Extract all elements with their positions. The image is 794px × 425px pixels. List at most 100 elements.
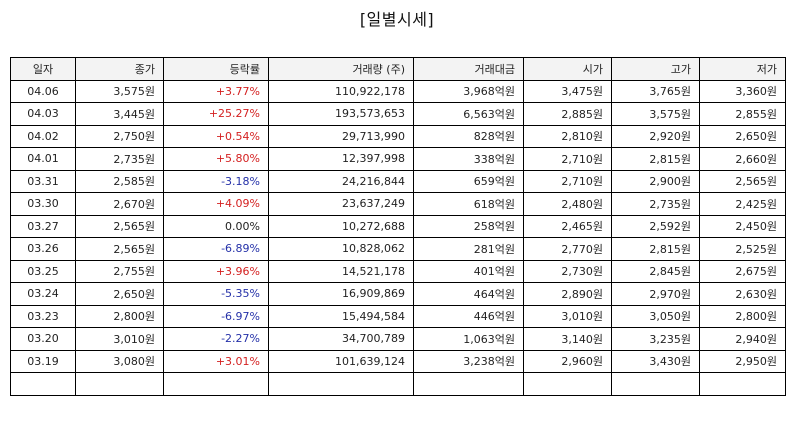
cell-open: 2,480원 — [523, 192, 612, 216]
table-row: 03.26 2,565원 -6.89% 10,828,062 281억원 2,770원 2,… — [10, 237, 786, 261]
cell-close: 2,585원 — [75, 169, 164, 193]
cell-date: 03.31 — [10, 169, 76, 193]
cell-high: 2,815원 — [611, 237, 700, 261]
cell-amount: 401억원 — [413, 259, 524, 283]
cell-volume: 10,828,062 — [268, 237, 414, 261]
cell-change: +25.27% — [163, 102, 269, 126]
cell-change: +4.09% — [163, 192, 269, 216]
cell-close: 3,080원 — [75, 349, 164, 373]
cell-close: 2,750원 — [75, 124, 164, 148]
cell-amount: 464억원 — [413, 282, 524, 306]
cell-close — [75, 372, 164, 396]
cell-volume: 193,573,653 — [268, 102, 414, 126]
cell-high: 3,575원 — [611, 102, 700, 126]
column-header-change: 등락률 — [163, 57, 269, 81]
column-header-amount: 거래대금 — [413, 57, 524, 81]
table-header-row: 일자 종가 등락률 거래량 (주) 거래대금 시가 고가 저가 — [10, 57, 786, 81]
cell-amount: 659억원 — [413, 169, 524, 193]
table-row: 03.25 2,755원 +3.96% 14,521,178 401억원 2,730원 2,… — [10, 259, 786, 283]
cell-volume: 101,639,124 — [268, 349, 414, 373]
column-header-close: 종가 — [75, 57, 164, 81]
table-row: 03.20 3,010원 -2.27% 34,700,789 1,063억원 3,140원… — [10, 327, 786, 351]
cell-high: 3,765원 — [611, 79, 700, 103]
column-header-low: 저가 — [699, 57, 786, 81]
cell-volume: 16,909,869 — [268, 282, 414, 306]
table-row: 03.24 2,650원 -5.35% 16,909,869 464억원 2,890원 2,… — [10, 282, 786, 306]
table-row: 04.01 2,735원 +5.80% 12,397,998 338억원 2,710원 2,… — [10, 147, 786, 171]
cell-change: +3.96% — [163, 259, 269, 283]
cell-change: -5.35% — [163, 282, 269, 306]
cell-date: 03.19 — [10, 349, 76, 373]
cell-open: 2,465원 — [523, 214, 612, 238]
cell-date: 04.03 — [10, 102, 76, 126]
cell-date: 03.26 — [10, 237, 76, 261]
cell-date: 04.01 — [10, 147, 76, 171]
cell-low: 2,565원 — [699, 169, 786, 193]
cell-high: 2,735원 — [611, 192, 700, 216]
table-row: 04.03 3,445원 +25.27% 193,573,653 6,563억원 2,88… — [10, 102, 786, 126]
table-row: 03.27 2,565원 0.00% 10,272,688 258억원 2,465원 2,5… — [10, 214, 786, 238]
cell-high: 2,592원 — [611, 214, 700, 238]
cell-open: 2,770원 — [523, 237, 612, 261]
cell-close: 2,735원 — [75, 147, 164, 171]
cell-low: 2,425원 — [699, 192, 786, 216]
cell-high: 2,970원 — [611, 282, 700, 306]
cell-amount: 446억원 — [413, 304, 524, 328]
cell-amount: 828억원 — [413, 124, 524, 148]
table-body: 04.06 3,575원 +3.77% 110,922,178 3,968억원 3,475… — [10, 79, 786, 396]
cell-amount: 281억원 — [413, 237, 524, 261]
cell-date: 03.30 — [10, 192, 76, 216]
cell-change: -6.89% — [163, 237, 269, 261]
cell-high: 3,050원 — [611, 304, 700, 328]
cell-low: 2,855원 — [699, 102, 786, 126]
cell-volume: 14,521,178 — [268, 259, 414, 283]
cell-change: +5.80% — [163, 147, 269, 171]
cell-volume: 110,922,178 — [268, 79, 414, 103]
cell-low: 2,630원 — [699, 282, 786, 306]
cell-close: 3,445원 — [75, 102, 164, 126]
cell-volume: 29,713,990 — [268, 124, 414, 148]
cell-change: +0.54% — [163, 124, 269, 148]
table-row: 04.06 3,575원 +3.77% 110,922,178 3,968억원 3,475… — [10, 79, 786, 103]
cell-low: 2,660원 — [699, 147, 786, 171]
cell-amount — [413, 372, 524, 396]
cell-amount: 258억원 — [413, 214, 524, 238]
cell-close: 2,565원 — [75, 237, 164, 261]
cell-change: 0.00% — [163, 214, 269, 238]
cell-open: 2,710원 — [523, 147, 612, 171]
cell-low: 2,950원 — [699, 349, 786, 373]
cell-change: +3.01% — [163, 349, 269, 373]
cell-low: 2,450원 — [699, 214, 786, 238]
cell-open: 2,710원 — [523, 169, 612, 193]
cell-open — [523, 372, 612, 396]
column-header-volume: 거래량 (주) — [268, 57, 414, 81]
cell-low: 2,525원 — [699, 237, 786, 261]
cell-date: 04.02 — [10, 124, 76, 148]
cell-close: 2,670원 — [75, 192, 164, 216]
cell-low: 2,800원 — [699, 304, 786, 328]
cell-close: 2,800원 — [75, 304, 164, 328]
cell-open: 2,730원 — [523, 259, 612, 283]
cell-amount: 1,063억원 — [413, 327, 524, 351]
cell-volume: 10,272,688 — [268, 214, 414, 238]
cell-amount: 3,968억원 — [413, 79, 524, 103]
cell-close: 2,565원 — [75, 214, 164, 238]
table-row: 03.23 2,800원 -6.97% 15,494,584 446억원 3,010원 3,… — [10, 304, 786, 328]
cell-open: 2,960원 — [523, 349, 612, 373]
cell-amount: 338억원 — [413, 147, 524, 171]
cell-volume: 23,637,249 — [268, 192, 414, 216]
cell-close: 3,010원 — [75, 327, 164, 351]
cell-amount: 6,563억원 — [413, 102, 524, 126]
cell-date — [10, 372, 76, 396]
cell-date: 04.06 — [10, 79, 76, 103]
cell-volume: 12,397,998 — [268, 147, 414, 171]
cell-close: 2,755원 — [75, 259, 164, 283]
table-row: 03.19 3,080원 +3.01% 101,639,124 3,238억원 2,960… — [10, 349, 786, 373]
daily-price-table: 일자 종가 등락률 거래량 (주) 거래대금 시가 고가 저가 04.06 3,5… — [10, 57, 786, 396]
cell-open: 3,475원 — [523, 79, 612, 103]
cell-open: 3,140원 — [523, 327, 612, 351]
cell-volume: 34,700,789 — [268, 327, 414, 351]
cell-close: 3,575원 — [75, 79, 164, 103]
column-header-date: 일자 — [10, 57, 76, 81]
cell-change: -3.18% — [163, 169, 269, 193]
